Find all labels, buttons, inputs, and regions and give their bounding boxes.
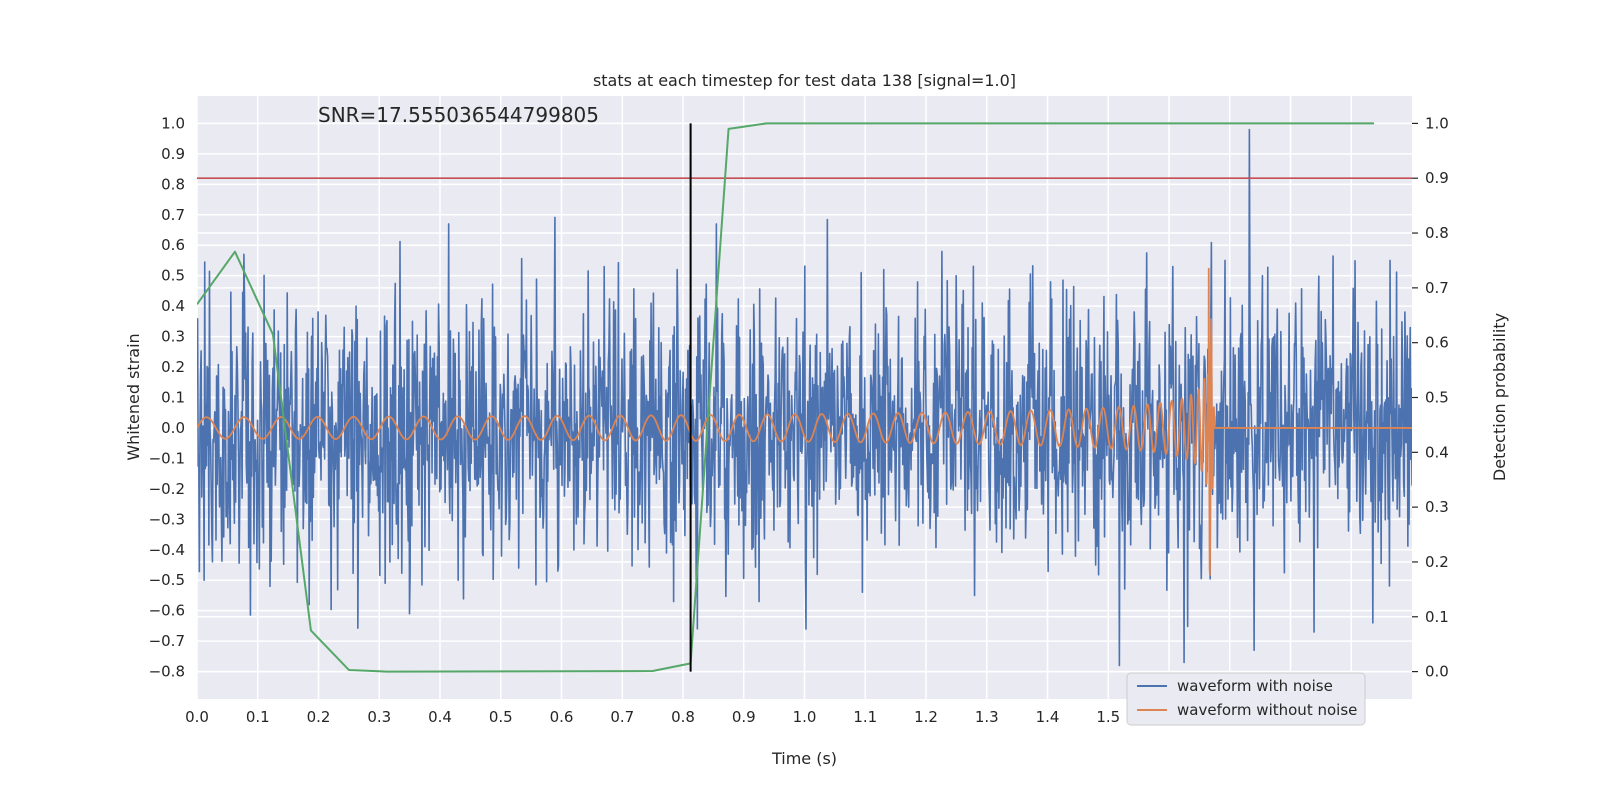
y-tick-label: −0.2 — [149, 480, 185, 498]
legend: waveform with noise waveform without noi… — [1127, 673, 1365, 725]
y-tick-label: −0.5 — [149, 571, 185, 589]
legend-label-clean: waveform without noise — [1177, 701, 1357, 719]
y-tick-label: 0.6 — [161, 236, 185, 254]
x-axis-label: Time (s) — [771, 749, 837, 768]
x-tick-label: 1.1 — [853, 708, 877, 726]
y-tick-label: −0.4 — [149, 541, 185, 559]
y2-tick-labels: 0.0 0.1 0.2 0.3 0.4 0.5 0.6 0.7 0.8 0.9 1.0 — [1412, 114, 1449, 680]
y-tick-label: 0.7 — [161, 206, 185, 224]
x-tick-label: 1.4 — [1036, 708, 1060, 726]
x-tick-label: 0.1 — [246, 708, 270, 726]
x-tick-label: 0.7 — [610, 708, 634, 726]
y-tick-label: −0.8 — [149, 663, 185, 681]
y-tick-label: 0.1 — [161, 389, 185, 407]
y-tick-label: 0.8 — [161, 175, 185, 193]
x-tick-label: 0.2 — [307, 708, 331, 726]
x-tick-label: 1.2 — [914, 708, 938, 726]
y2-tick-label: 0.8 — [1425, 224, 1449, 242]
y-tick-label: 0.9 — [161, 145, 185, 163]
y2-tick-label: 0.3 — [1425, 498, 1449, 516]
x-tick-label: 1.3 — [975, 708, 999, 726]
y-tick-label: 0.3 — [161, 328, 185, 346]
legend-label-noise: waveform with noise — [1177, 677, 1333, 695]
y-tick-label: −0.1 — [149, 449, 185, 467]
chart-title: stats at each timestep for test data 138… — [593, 71, 1016, 90]
y2-tick-label: 0.4 — [1425, 443, 1449, 461]
x-tick-label: 0.3 — [367, 708, 391, 726]
y-tick-label: 1.0 — [161, 114, 185, 132]
y-tick-label: 0.4 — [161, 297, 185, 315]
y-tick-labels: −0.8 −0.7 −0.6 −0.5 −0.4 −0.3 −0.2 −0.1 0.0 0.1 0.… — [149, 114, 185, 680]
y-tick-label: 0.2 — [161, 358, 185, 376]
snr-annotation: SNR=17.555036544799805 — [318, 103, 599, 127]
y2-tick-label: 0.9 — [1425, 169, 1449, 187]
x-tick-label: 0.4 — [428, 708, 452, 726]
y2-tick-label: 1.0 — [1425, 114, 1449, 132]
x-tick-label: 1.0 — [793, 708, 817, 726]
y-tick-label: 0.5 — [161, 267, 185, 285]
x-tick-label: 0.6 — [550, 708, 574, 726]
y-axis-label: Whitened strain — [124, 333, 143, 460]
y2-tick-label: 0.1 — [1425, 608, 1449, 626]
y-tick-label: 0.0 — [161, 419, 185, 437]
y-tick-label: −0.7 — [149, 632, 185, 650]
y2-tick-label: 0.6 — [1425, 334, 1449, 352]
x-tick-label: 0.8 — [671, 708, 695, 726]
y2-tick-label: 0.5 — [1425, 389, 1449, 407]
x-tick-label: 0.0 — [185, 708, 209, 726]
y2-tick-label: 0.2 — [1425, 553, 1449, 571]
y-tick-label: −0.3 — [149, 510, 185, 528]
y2-tick-label: 0.0 — [1425, 663, 1449, 681]
y2-axis-label: Detection probability — [1490, 313, 1509, 481]
y-tick-label: −0.6 — [149, 602, 185, 620]
x-tick-label: 0.5 — [489, 708, 513, 726]
x-tick-label: 0.9 — [732, 708, 756, 726]
x-tick-label: 1.5 — [1096, 708, 1120, 726]
y2-tick-label: 0.7 — [1425, 279, 1449, 297]
